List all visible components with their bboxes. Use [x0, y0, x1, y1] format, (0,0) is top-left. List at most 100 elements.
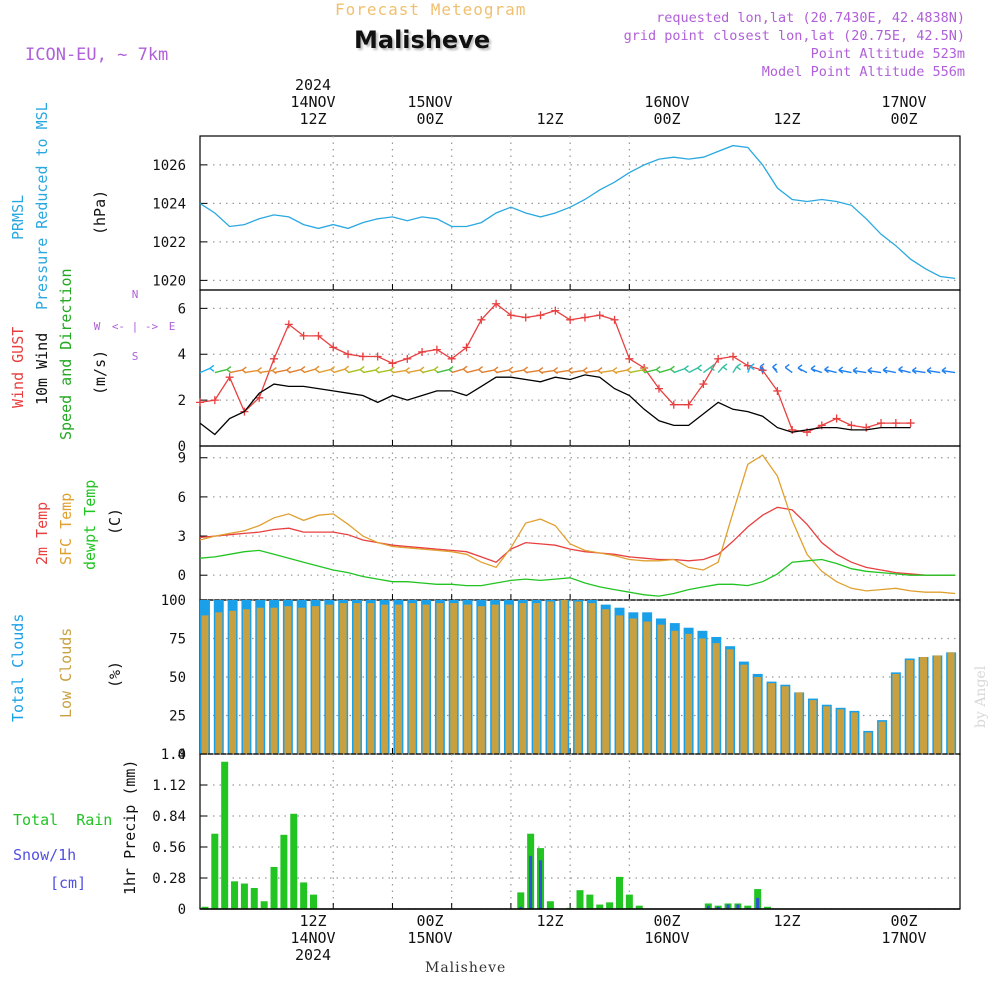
wind10-label: 10m Wind [33, 333, 51, 405]
temperature-ytick-label: 3 [178, 529, 186, 545]
pressure-frame [199, 135, 961, 291]
gust-marker [284, 320, 293, 329]
low-cloud-bar [450, 603, 458, 754]
rain-bar [211, 833, 219, 909]
snow-bar [706, 905, 710, 909]
bottom-date-label: 12Z 14NOV 2024 [290, 912, 336, 964]
gust-marker [447, 354, 456, 363]
model-label: ICON-EU, ~ 7km [25, 45, 169, 65]
footer-location: Malisheve [425, 960, 507, 976]
wind-direction-arrow [495, 366, 514, 374]
low-cloud-bar [574, 601, 582, 754]
wind-direction-arrow [481, 366, 499, 374]
requested-coords: requested lon,lat (20.7430E, 42.4838N) [656, 10, 965, 26]
temp-panel-labels: 2m Temp SFC Temp dewpt Temp (C) [33, 480, 124, 570]
wind-direction-arrow [377, 366, 395, 374]
low-cloud-bar [629, 618, 637, 754]
temp2m-label: 2m Temp [33, 502, 51, 565]
gust-marker [492, 299, 501, 308]
gust-marker [728, 352, 737, 361]
gust-marker [758, 366, 767, 375]
gust-marker [344, 350, 353, 359]
wind-direction-arrow [229, 366, 247, 374]
compass-arrow: <- | -> [112, 320, 159, 333]
clouds-ytick-label: 25 [169, 709, 186, 725]
gust-marker [506, 311, 515, 320]
wind-ytick-label: 2 [178, 393, 186, 409]
grid-point-coords: grid point closest lon,lat (20.75E, 42.5… [623, 28, 965, 44]
gust-marker [625, 354, 634, 363]
wind-direction-arrow [570, 366, 588, 375]
compass-n: N [132, 288, 139, 301]
top-date-label: 2024 14NOV 12Z [290, 76, 336, 128]
compass-s: S [132, 350, 139, 363]
low-cloud-bar [671, 630, 679, 754]
wind-direction-arrow [259, 366, 277, 375]
chart-subtitle: Forecast Meteogram [335, 0, 527, 19]
bottom-date-label: 12Z [536, 912, 564, 930]
precip-ytick-label: 0.84 [152, 809, 186, 825]
rain-bar [201, 906, 209, 909]
gust-marker [418, 347, 427, 356]
gust-marker [270, 354, 279, 363]
low-cloud-bar [809, 700, 817, 754]
top-date-label: 15NOV 00Z [407, 93, 453, 128]
clouds-ytick-label: 100 [161, 593, 186, 609]
snow-bar [519, 906, 523, 909]
low-cloud-bar [698, 638, 706, 754]
gust-marker [610, 315, 619, 324]
top-date-label: 17NOV 00Z [881, 93, 927, 128]
wind-direction-arrow [510, 366, 529, 374]
temperature-series-line [199, 454, 956, 595]
low-cloud-bar [768, 683, 776, 754]
low-cloud-bar [781, 686, 789, 754]
temperature-series-line [199, 549, 956, 597]
wind-direction-arrow [199, 364, 215, 374]
wind-direction-arrow [333, 365, 350, 374]
precip-ytick-label: 0.28 [152, 871, 186, 887]
gust-marker [388, 359, 397, 368]
location-title: Malisheve [354, 26, 491, 54]
low-cloud-bar [892, 673, 900, 754]
pressure-label-2: Pressure Reduced to MSL [33, 102, 51, 310]
low-cloud-bar [367, 603, 375, 754]
low-cloud-bar [546, 601, 554, 754]
low-cloud-bar [284, 606, 292, 754]
wind-direction-arrow [303, 365, 320, 374]
low-cloud-bar [906, 660, 914, 754]
low-cloud-bar [381, 604, 389, 754]
precip-ytick-label: 1.4 [161, 747, 186, 763]
low-cloud-bar [505, 604, 513, 754]
gust-marker [329, 343, 338, 352]
clouds-ytick-label: 50 [169, 670, 186, 686]
snow-cm-label: [cm] [50, 874, 86, 892]
wind-direction-arrow [688, 364, 702, 374]
low-cloud-bar [422, 604, 430, 754]
wind-direction-arrow [451, 365, 468, 374]
low-cloud-bar [795, 692, 803, 754]
gust-marker [891, 419, 900, 428]
bottom-date-label: 12Z [773, 912, 801, 930]
total-clouds-label: Total Clouds [9, 614, 27, 722]
wind-ytick-label: 6 [178, 301, 186, 317]
wind-direction-arrow [926, 366, 941, 375]
temperature-ytick-label: 0 [178, 568, 186, 584]
rain-bar [310, 894, 318, 909]
rain-bar [260, 901, 268, 909]
wind-direction-arrow [673, 365, 689, 374]
wind-direction-arrow [911, 366, 926, 375]
precip-panel-labels: Total Rain Snow/1h [cm] 1hr Precip (mm) [13, 760, 139, 895]
gust-marker [595, 311, 604, 320]
bottom-date-label: 00Z 17NOV [881, 912, 927, 947]
gust-marker [432, 345, 441, 354]
wind-direction-arrow [318, 366, 335, 374]
wind-direction-arrow [810, 365, 823, 374]
gust-marker [684, 400, 693, 409]
rain-bar [270, 866, 278, 909]
wind-direction-arrow [658, 365, 675, 374]
wind-ytick-label: 0 [178, 439, 186, 455]
gust-marker [210, 396, 219, 405]
wind-direction-arrow [759, 363, 765, 373]
precip-frame [199, 753, 961, 910]
